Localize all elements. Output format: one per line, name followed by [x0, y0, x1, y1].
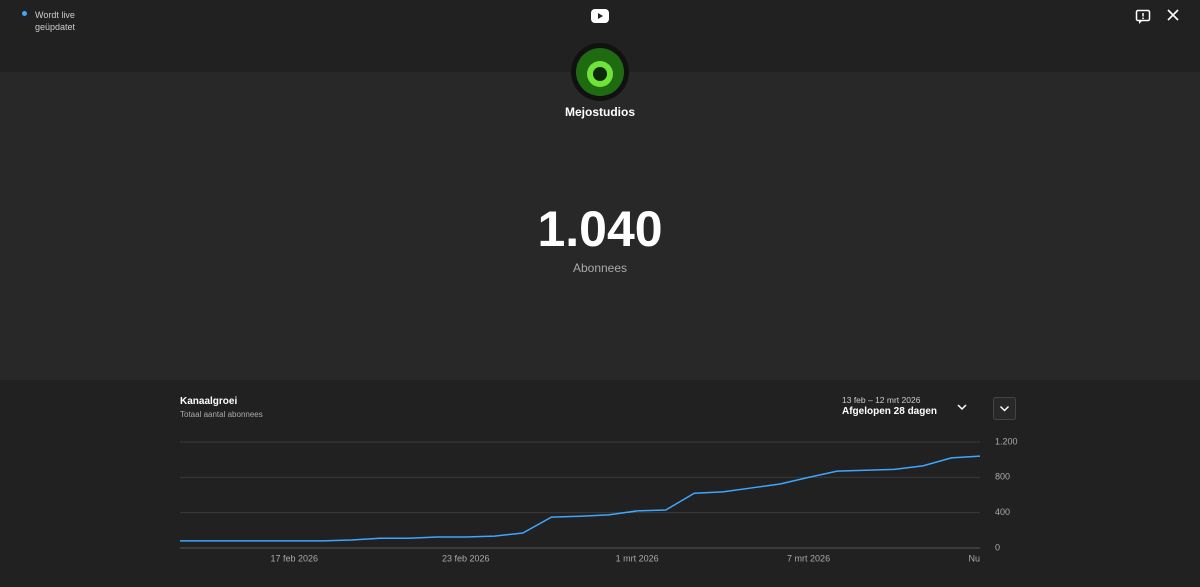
status-text: geüpdatet — [35, 22, 76, 32]
status-text: Wordt live — [35, 10, 75, 20]
channel-avatar — [571, 43, 629, 101]
chart-title: Kanaalgroei — [180, 396, 238, 407]
date-range: 13 feb – 12 mrt 2026 — [842, 395, 921, 405]
period-dropdown[interactable] — [956, 402, 968, 412]
y-tick-label: 0 — [995, 542, 1000, 552]
chart: 0 400 800 1.200 17 feb 2026 23 feb 2026 1 mrt … — [180, 436, 1018, 563]
feedback-button[interactable] — [1135, 9, 1151, 25]
x-tick-label: 17 feb 2026 — [271, 553, 319, 563]
chart-subtitle: Totaal aantal abonnees — [180, 410, 263, 419]
y-tick-label: 800 — [995, 472, 1010, 482]
youtube-logo — [591, 9, 609, 23]
channel-name: Mejostudios — [564, 105, 635, 119]
x-tick-label: 1 mrt 2026 — [616, 553, 659, 563]
y-tick-label: 400 — [995, 507, 1010, 517]
x-tick-label: 23 feb 2026 — [442, 553, 490, 563]
x-tick-label: Nu — [968, 553, 980, 563]
close-button[interactable] — [1166, 8, 1180, 22]
expand-button[interactable] — [993, 397, 1016, 420]
subscriber-count: 1.040 — [537, 201, 663, 257]
x-tick-label: 7 mrt 2026 — [787, 553, 830, 563]
live-dot — [22, 11, 27, 16]
y-tick-label: 1.200 — [995, 436, 1018, 446]
subscriber-label: Abonnees — [572, 261, 628, 275]
live-status: Wordt live geüpdatet — [35, 9, 75, 33]
line-series — [180, 455, 981, 542]
period-selector[interactable]: Afgelopen 28 dagen — [842, 406, 938, 417]
